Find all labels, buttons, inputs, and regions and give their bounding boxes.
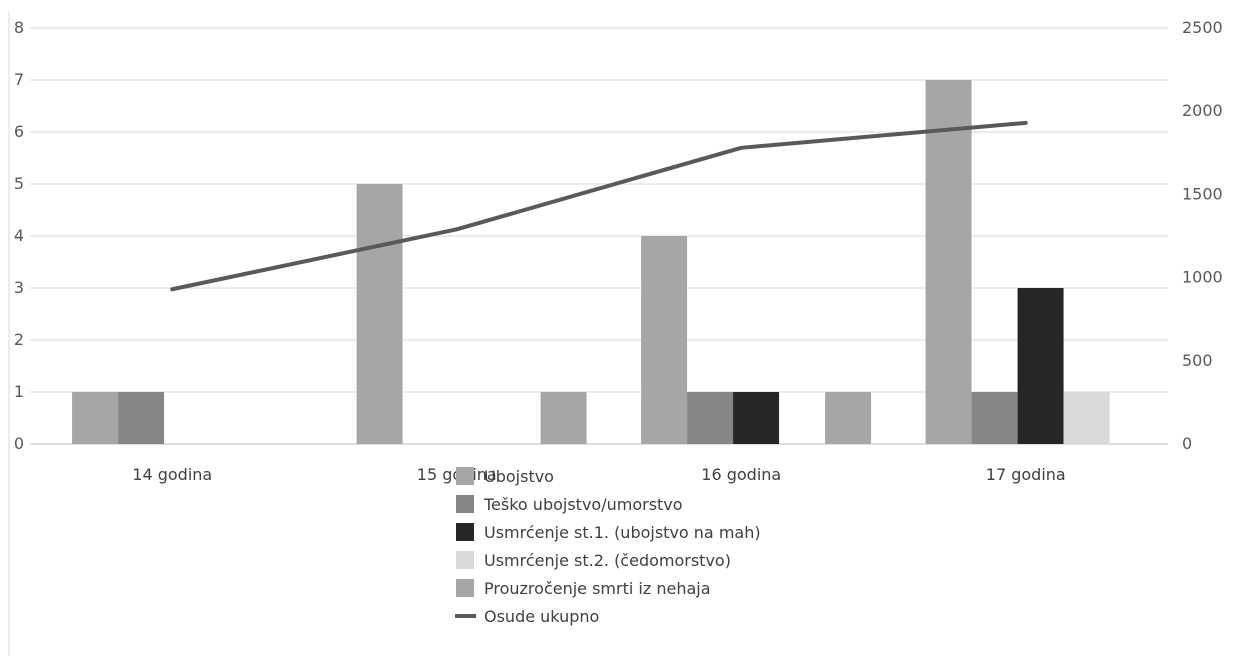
legend-label-3: Usmrćenje st.1. (ubojstvo na mah) [484,523,761,542]
right-tick-label-1500: 1500 [1182,184,1223,203]
bar-3-cat-3 [733,392,780,444]
left-tick-label-4: 4 [14,226,24,245]
left-tick-label-1: 1 [14,382,24,401]
line-series-1 [170,120,1028,292]
bar-1-cat-1 [72,392,119,444]
legend-label-1: Ubojstvo [484,467,554,486]
legend-swatch-2 [456,495,474,513]
right-tick-label-500: 500 [1182,351,1213,370]
legend-swatch-1 [456,467,474,485]
legend-label-6: Osude ukupno [484,607,599,626]
legend: Ubojstvo Teško ubojstvo/umorstvo Usmrćenje… [455,467,761,626]
legend-swatch-4 [456,551,474,569]
bar-1-cat-4 [925,80,972,444]
category-label-1: 14 godina [132,465,212,484]
category-label-4: 17 godina [986,465,1066,484]
right-tick-label-2000: 2000 [1182,101,1223,120]
bar-series [72,80,1110,444]
legend-swatch-5 [456,579,474,597]
left-tick-label-7: 7 [14,70,24,89]
legend-label-5: Prouzročenje smrti iz nehaja [484,579,711,598]
left-tick-label-3: 3 [14,278,24,297]
bar-1-cat-2 [356,184,403,444]
bar-4-cat-4 [1063,392,1110,444]
bar-5-cat-3 [825,392,872,444]
legend-label-2: Teško ubojstvo/umorstvo [483,495,683,514]
bar-2-cat-4 [971,392,1018,444]
right-tick-label-2500: 2500 [1182,18,1223,37]
left-tick-label-8: 8 [14,18,24,37]
right-tick-label-1000: 1000 [1182,268,1223,287]
bar-2-cat-3 [687,392,734,444]
gridlines [30,27,1168,445]
left-tick-label-5: 5 [14,174,24,193]
bar-2-cat-1 [118,392,165,444]
right-tick-label-0: 0 [1182,434,1192,453]
left-tick-label-0: 0 [14,434,24,453]
right-y-axis: 0 500 1000 1500 2000 2500 [1182,18,1223,453]
left-y-axis: 0 1 2 3 4 5 6 7 8 [14,18,24,453]
legend-swatch-3 [456,523,474,541]
left-tick-label-2: 2 [14,330,24,349]
bar-1-cat-3 [641,236,688,444]
category-label-3: 16 godina [701,465,781,484]
legend-label-4: Usmrćenje st.2. (čedomorstvo) [484,551,731,570]
left-tick-label-6: 6 [14,122,24,141]
bar-3-cat-4 [1017,288,1064,444]
line-series [170,120,1028,292]
bar-5-cat-2 [540,392,587,444]
